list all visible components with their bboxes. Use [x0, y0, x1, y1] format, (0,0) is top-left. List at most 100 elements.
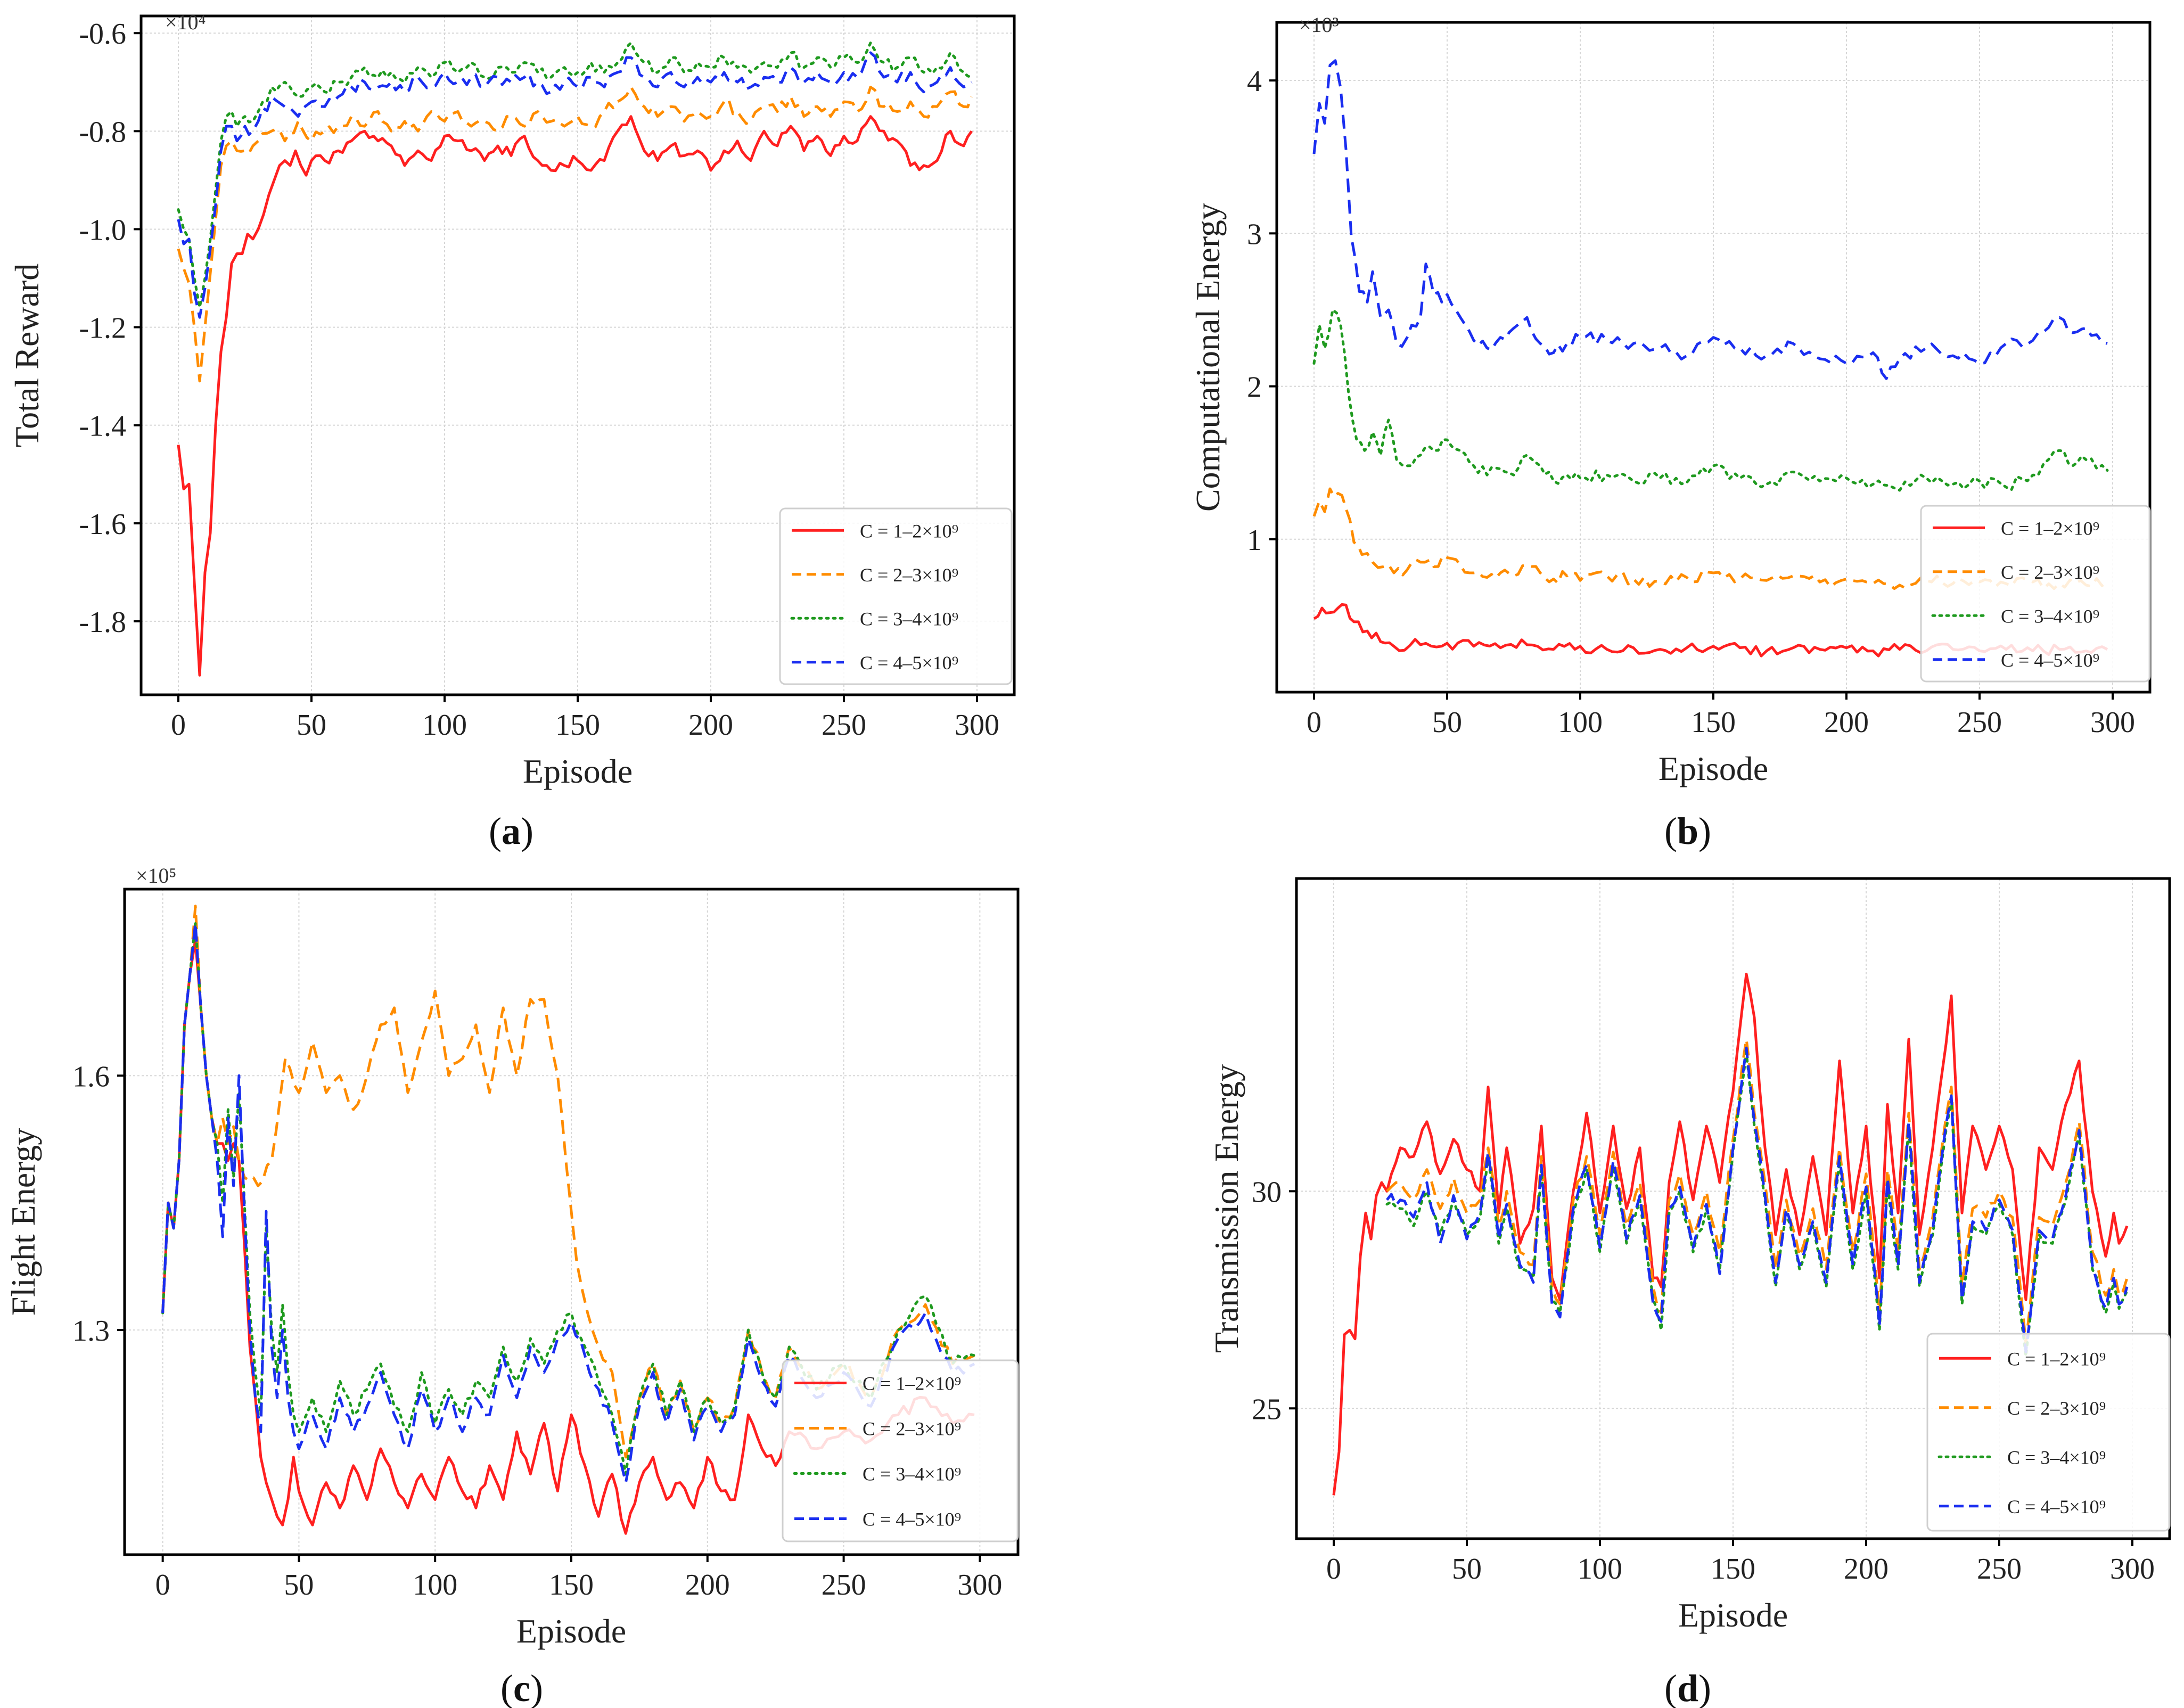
series-line-3 — [1312, 308, 2109, 492]
legend-label-2: C = 2–3×10⁹ — [2007, 1398, 2106, 1419]
legend-box — [782, 1359, 1019, 1542]
x-axis-label: Episode — [516, 1612, 626, 1650]
legend: C = 1–2×10⁹ C = 2–3×10⁹ C = 3–4×10⁹ C = 4–5… — [779, 507, 1013, 685]
caption-letter: d — [1677, 1667, 1698, 1708]
series-line-1 — [177, 115, 973, 677]
caption-open-paren: ( — [1664, 810, 1677, 852]
panel-caption: (b) — [1664, 810, 1711, 852]
legend-box — [1926, 1333, 2171, 1532]
x-axis-label: Episode — [1658, 750, 1768, 787]
legend-box — [779, 507, 1013, 685]
y-multiplier-label: ×10⁴ — [165, 10, 206, 34]
legend-label-2: C = 2–3×10⁹ — [863, 1418, 961, 1440]
x-tick-label: 50 — [284, 1569, 314, 1602]
legend-label-4: C = 4–5×10⁹ — [860, 652, 958, 674]
x-tick-label: 250 — [1957, 706, 2002, 739]
y-axis-label: Transmission Energy — [1208, 1064, 1245, 1353]
caption-close-paren: ) — [530, 1667, 543, 1708]
chart-panel-a: 0 50 100 150 200 250 300 -1.8 -1.6 -1.4 -1.2 -1.0 -0… — [8, 10, 1016, 852]
series-group — [177, 42, 973, 677]
x-tick-label: 250 — [822, 1569, 866, 1602]
x-tick-label: 300 — [2110, 1553, 2155, 1586]
caption-open-paren: ( — [1664, 1667, 1677, 1708]
x-tick-label: 100 — [413, 1569, 457, 1602]
series-group — [1332, 973, 2129, 1496]
legend-label-4: C = 4–5×10⁹ — [863, 1509, 961, 1530]
caption-open-paren: ( — [500, 1667, 513, 1708]
caption-letter: b — [1677, 810, 1698, 852]
x-axis-label: Episode — [1678, 1596, 1788, 1634]
caption-letter: a — [502, 810, 521, 852]
series-line-3 — [161, 922, 976, 1476]
y-tick-label: -1.6 — [79, 508, 126, 541]
legend-label-3: C = 3–4×10⁹ — [2007, 1447, 2106, 1468]
y-axis-label: Total Reward — [8, 264, 46, 448]
series-line-4 — [1312, 59, 2108, 380]
y-multiplier-label: ×10³ — [1299, 13, 1339, 37]
y-tick-label: 30 — [1252, 1176, 1282, 1209]
legend-label-1: C = 1–2×10⁹ — [2001, 518, 2099, 539]
x-tick-label: 200 — [1844, 1553, 1889, 1586]
x-tick-label: 300 — [2090, 706, 2135, 739]
legend-label-4: C = 4–5×10⁹ — [2007, 1496, 2106, 1517]
chart-panel-d: 0 50 100 150 200 250 300 25 30 Episode Transmissio… — [1208, 877, 2171, 1708]
x-tick-label: 150 — [1711, 1553, 1755, 1586]
legend: C = 1–2×10⁹ C = 2–3×10⁹ C = 3–4×10⁹ C = 4–5… — [1926, 1333, 2171, 1532]
x-tick-label: 200 — [685, 1569, 730, 1602]
x-tick-label: 150 — [555, 709, 600, 742]
legend-label-3: C = 3–4×10⁹ — [2001, 605, 2099, 627]
y-tick-label: 2 — [1247, 371, 1262, 404]
caption-close-paren: ) — [1698, 1667, 1711, 1708]
y-tick-label: 3 — [1247, 218, 1262, 251]
series-line-2 — [177, 86, 973, 383]
chart-panel-c: 0 50 100 150 200 250 300 1.3 1.6 Episode Flight En… — [4, 864, 1020, 1708]
x-tick-label: 250 — [1977, 1553, 2022, 1586]
x-tick-label: 250 — [822, 709, 866, 742]
legend-label-1: C = 1–2×10⁹ — [860, 520, 958, 541]
caption-letter: c — [513, 1667, 530, 1708]
x-tick-label: 100 — [1578, 1553, 1622, 1586]
x-tick-label: 0 — [1307, 706, 1321, 739]
x-tick-label: 0 — [1326, 1553, 1341, 1586]
legend-box — [1920, 505, 2151, 683]
panel-caption: (a) — [489, 810, 533, 852]
y-tick-label: -0.8 — [79, 116, 126, 149]
x-tick-label: 300 — [957, 1569, 1002, 1602]
x-tick-label: 150 — [549, 1569, 594, 1602]
y-tick-label: -0.6 — [79, 18, 126, 51]
x-tick-label: 200 — [1824, 706, 1869, 739]
legend: C = 1–2×10⁹ C = 2–3×10⁹ C = 3–4×10⁹ C = 4–5… — [782, 1359, 1019, 1542]
caption-open-paren: ( — [489, 810, 502, 852]
caption-close-paren: ) — [521, 810, 533, 852]
series-line-4 — [177, 51, 973, 319]
series-line-1 — [1332, 973, 2129, 1496]
x-tick-label: 50 — [1432, 706, 1462, 739]
y-tick-label: -1.4 — [79, 410, 126, 443]
y-tick-label: 1 — [1247, 524, 1262, 557]
x-tick-label: 0 — [155, 1569, 170, 1602]
y-axis-label: Computational Energy — [1189, 203, 1227, 512]
x-tick-label: 100 — [422, 709, 467, 742]
series-line-2 — [1386, 1038, 2129, 1345]
chart-panel-b: 0 50 100 150 200 250 300 1 2 3 4 Episode Computation… — [1189, 13, 2152, 852]
y-tick-label: -1.2 — [79, 312, 126, 345]
legend-label-4: C = 4–5×10⁹ — [2001, 650, 2099, 671]
legend-label-1: C = 1–2×10⁹ — [863, 1373, 961, 1394]
y-tick-label: 1.6 — [72, 1060, 110, 1093]
x-tick-label: 0 — [171, 709, 186, 742]
legend: C = 1–2×10⁹ C = 2–3×10⁹ C = 3–4×10⁹ C = 4–5… — [1920, 505, 2151, 683]
panel-caption: (d) — [1664, 1667, 1711, 1708]
x-tick-label: 50 — [1452, 1553, 1482, 1586]
caption-close-paren: ) — [1698, 810, 1711, 852]
x-tick-label: 100 — [1558, 706, 1603, 739]
series-line-3 — [177, 42, 973, 309]
legend-label-1: C = 1–2×10⁹ — [2007, 1348, 2106, 1369]
y-multiplier-label: ×10⁵ — [136, 864, 177, 888]
y-tick-label: -1.0 — [79, 214, 126, 247]
legend-label-3: C = 3–4×10⁹ — [860, 608, 958, 629]
x-tick-label: 300 — [955, 709, 999, 742]
panel-caption: (c) — [500, 1667, 543, 1708]
x-tick-label: 150 — [1691, 706, 1736, 739]
y-tick-label: 1.3 — [72, 1315, 110, 1348]
